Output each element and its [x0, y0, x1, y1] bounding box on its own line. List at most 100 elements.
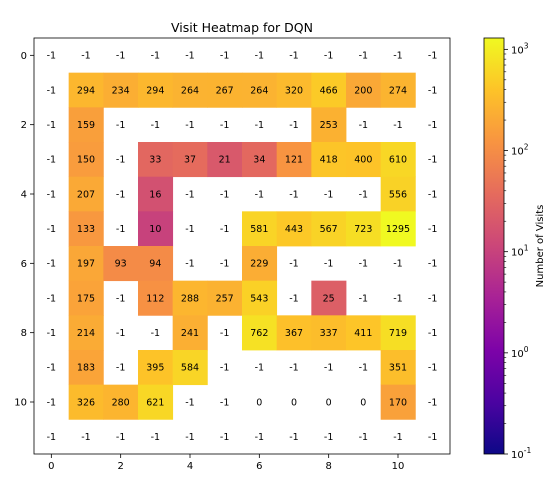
- cell-value-label: -1: [359, 293, 368, 304]
- cell-value-label: -1: [428, 155, 437, 166]
- heatmap-cell: [242, 72, 278, 108]
- cell-value-label: -1: [185, 224, 194, 235]
- heatmap-cell: [276, 72, 312, 108]
- cell-value-label: -1: [359, 189, 368, 200]
- cell-value-label: 337: [320, 328, 338, 339]
- cell-value-label: -1: [81, 51, 90, 62]
- heatmap-cell: [276, 142, 312, 178]
- cell-value-label: -1: [116, 120, 125, 131]
- heatmap-cell: [207, 280, 243, 316]
- cell-value-label: 543: [250, 293, 268, 304]
- heatmap-cell: [68, 142, 104, 178]
- cell-value-label: -1: [220, 224, 229, 235]
- heatmap-cell: [346, 211, 382, 247]
- cell-value-label: 556: [389, 189, 407, 200]
- cell-value-label: -1: [116, 363, 125, 374]
- y-axis: 0 2 4 6 8 10: [14, 51, 34, 409]
- cell-value-label: -1: [47, 155, 56, 166]
- cell-value-label: -1: [324, 189, 333, 200]
- heatmap-cell: [311, 211, 347, 247]
- plot-frame: [33, 37, 451, 455]
- heatmap-cell: [103, 246, 139, 282]
- cell-value-label: 25: [323, 293, 335, 304]
- heatmap-cell: [276, 315, 312, 351]
- heatmap-cell: [311, 107, 347, 143]
- cell-value-label: -1: [428, 259, 437, 270]
- heatmap-cell: [207, 72, 243, 108]
- cell-value-label: 326: [77, 397, 95, 408]
- cell-value-label: -1: [255, 120, 264, 131]
- colorbar-tick-label: 102: [511, 143, 529, 158]
- cell-value-label: -1: [428, 293, 437, 304]
- cell-value-label: 197: [77, 259, 95, 270]
- cell-value-label: -1: [255, 51, 264, 62]
- colorbar-label: Number of Visits: [535, 205, 546, 288]
- cell-value-label: -1: [359, 259, 368, 270]
- cell-value-label: -1: [289, 189, 298, 200]
- cell-value-label: -1: [116, 293, 125, 304]
- cell-value-label: 21: [219, 155, 231, 166]
- cell-value-label: -1: [116, 155, 125, 166]
- cell-value-label: 133: [77, 224, 95, 235]
- cell-value-label: 0: [326, 397, 332, 408]
- heatmap-cell: [311, 72, 347, 108]
- y-tick-label: 8: [21, 328, 27, 339]
- cell-value-label: -1: [220, 189, 229, 200]
- cell-value-label: 214: [77, 328, 95, 339]
- cell-value-label: -1: [220, 328, 229, 339]
- heatmap-cell: [311, 142, 347, 178]
- heatmap-cell: [68, 246, 104, 282]
- cell-value-label: -1: [47, 224, 56, 235]
- heatmap-cell: [311, 315, 347, 351]
- cell-value-label: 170: [389, 397, 407, 408]
- cell-value-label: -1: [116, 189, 125, 200]
- cell-value-label: -1: [428, 224, 437, 235]
- heatmap-cell: [138, 176, 174, 212]
- heatmap-cell: [242, 280, 278, 316]
- cell-value-label: 418: [320, 155, 338, 166]
- heatmap-cell: [380, 176, 416, 212]
- heatmap-cell: [380, 384, 416, 420]
- cell-value-label: 288: [181, 293, 199, 304]
- heatmap-cell: [103, 72, 139, 108]
- cell-value-label: -1: [185, 189, 194, 200]
- cell-value-label: 234: [112, 85, 130, 96]
- x-tick-label: 10: [392, 461, 405, 472]
- cell-value-label: -1: [116, 51, 125, 62]
- cell-value-label: 264: [250, 85, 268, 96]
- cell-value-label: -1: [428, 432, 437, 443]
- cell-value-label: 621: [146, 397, 164, 408]
- cell-value-label: 1295: [386, 224, 410, 235]
- cell-value-label: -1: [428, 328, 437, 339]
- cell-value-label: -1: [393, 51, 402, 62]
- cell-value-label: -1: [151, 51, 160, 62]
- cell-value-label: -1: [47, 51, 56, 62]
- cell-value-label: -1: [324, 51, 333, 62]
- cell-value-label: 10: [149, 224, 161, 235]
- cell-value-label: 351: [389, 363, 407, 374]
- cell-value-label: -1: [289, 51, 298, 62]
- cell-value-label: -1: [359, 363, 368, 374]
- cell-value-label: 320: [285, 85, 303, 96]
- y-tick-label: 6: [21, 259, 27, 270]
- colorbar: 10-1 100 101 102 103 Number of Visits: [483, 37, 546, 461]
- cell-value-label: 183: [77, 363, 95, 374]
- cell-value-label: 33: [149, 155, 161, 166]
- heatmap-cell: [172, 72, 208, 108]
- heatmap-cell: [172, 142, 208, 178]
- cell-value-label: -1: [289, 293, 298, 304]
- heatmap-cell: [242, 246, 278, 282]
- cell-value-label: 93: [115, 259, 127, 270]
- cell-value-label: 159: [77, 120, 95, 131]
- cell-value-label: -1: [324, 363, 333, 374]
- cell-value-label: -1: [289, 259, 298, 270]
- cell-value-label: -1: [185, 397, 194, 408]
- y-tick-label: 2: [21, 120, 27, 131]
- heatmap-cell: [346, 142, 382, 178]
- heatmap-cell: [276, 211, 312, 247]
- heatmap-cell: [68, 315, 104, 351]
- cell-value-label: -1: [220, 120, 229, 131]
- heatmap-cell: [242, 315, 278, 351]
- x-tick-label: 8: [325, 461, 331, 472]
